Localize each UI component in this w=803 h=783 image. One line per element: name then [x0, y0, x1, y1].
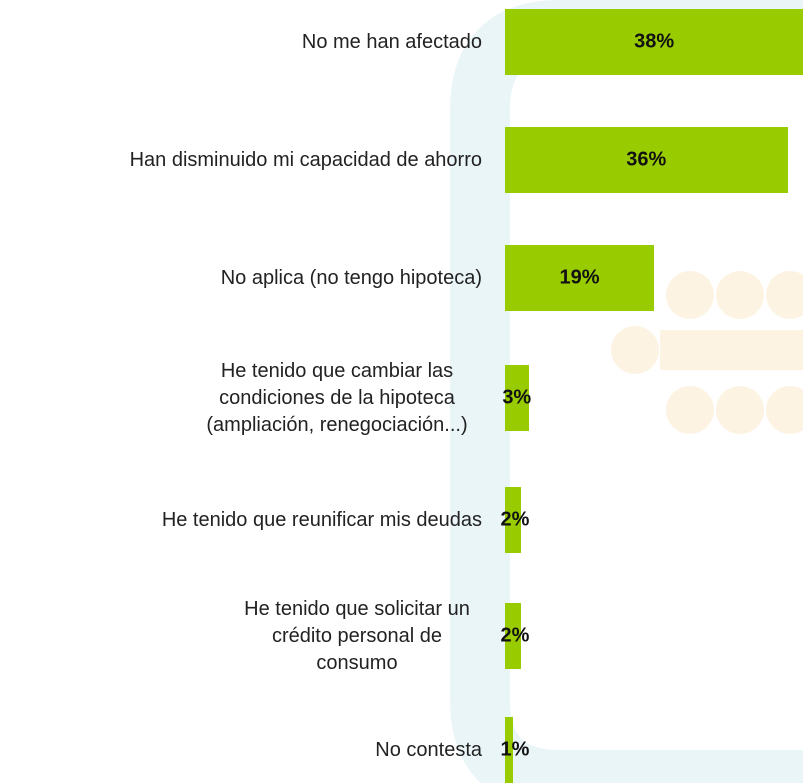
value-label: 2%	[500, 508, 530, 531]
bar	[505, 487, 521, 553]
watermark-dots	[611, 271, 803, 434]
bar	[505, 365, 529, 431]
bar	[505, 603, 521, 669]
category-label: No contesta	[375, 738, 482, 761]
category-label: No aplica (no tengo hipoteca)	[220, 266, 482, 289]
category-label: No me han afectado	[301, 30, 482, 53]
value-label: 2%	[500, 624, 530, 647]
bar	[505, 245, 655, 311]
category-label: He tenido que reunificar mis deudas	[161, 508, 482, 531]
category-label: He tenido que cambiar las condiciones de…	[206, 359, 468, 436]
category-label: He tenido que solicitar un crédito perso…	[244, 597, 470, 674]
value-label: 19%	[559, 266, 600, 289]
value-label: 38%	[634, 30, 675, 53]
bar	[505, 717, 513, 783]
category-label: Han disminuido mi capacidad de ahorro	[129, 148, 482, 171]
bar	[505, 127, 788, 193]
value-label: 3%	[502, 386, 532, 409]
bar	[505, 9, 803, 75]
value-label: 1%	[500, 738, 530, 761]
value-label: 36%	[626, 148, 667, 171]
